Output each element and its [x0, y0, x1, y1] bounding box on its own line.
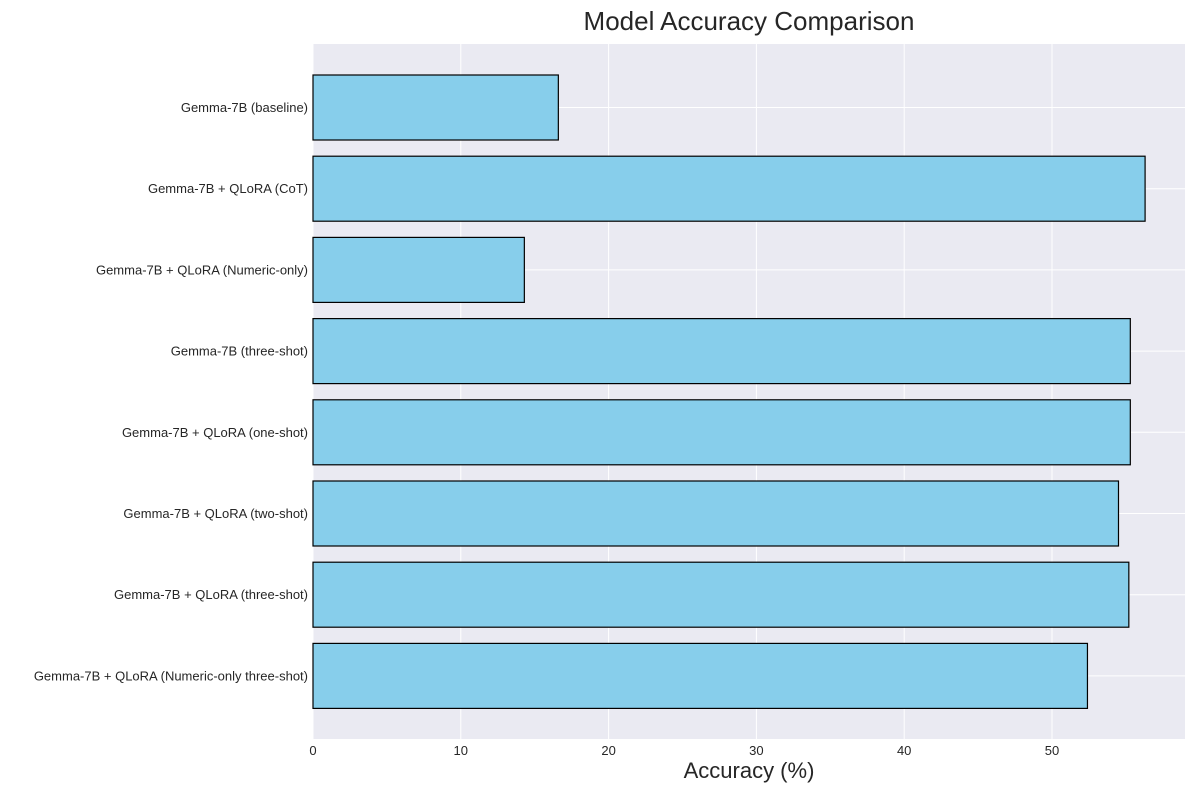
- bar: [312, 642, 1089, 710]
- plot-background: [313, 44, 1185, 739]
- x-tick-label: 50: [1045, 743, 1059, 758]
- x-tick-label: 30: [749, 743, 763, 758]
- bar: [312, 561, 1130, 628]
- bar: [312, 318, 1131, 385]
- bar: [312, 399, 1131, 466]
- category-labels: Gemma-7B (baseline) Gemma-7B + QLoRA (CoT…: [34, 100, 308, 683]
- x-tick-label: 0: [309, 743, 316, 758]
- bars: [312, 74, 1146, 710]
- x-tick-label: 20: [601, 743, 615, 758]
- x-tick-labels: 0 10 20 30 40 50: [309, 743, 1059, 758]
- bar: [312, 155, 1146, 222]
- x-axis-label: Accuracy (%): [683, 758, 815, 783]
- category-label: Gemma-7B + QLoRA (one-shot): [122, 425, 308, 440]
- category-label: Gemma-7B + QLoRA (CoT): [148, 181, 308, 196]
- category-label: Gemma-7B (three-shot): [171, 344, 308, 359]
- x-tick-label: 10: [454, 743, 468, 758]
- x-tick-label: 40: [897, 743, 911, 758]
- category-label: Gemma-7B + QLoRA (two-shot): [123, 506, 308, 521]
- category-label: Gemma-7B + QLoRA (Numeric-only three-sho…: [34, 668, 308, 683]
- category-label: Gemma-7B (baseline): [181, 100, 308, 115]
- bar: [312, 480, 1120, 547]
- bar: [312, 236, 525, 303]
- bar: [312, 74, 559, 141]
- category-label: Gemma-7B + QLoRA (three-shot): [114, 587, 308, 602]
- chart-title: Model Accuracy Comparison: [583, 6, 915, 36]
- category-label: Gemma-7B + QLoRA (Numeric-only): [96, 262, 308, 277]
